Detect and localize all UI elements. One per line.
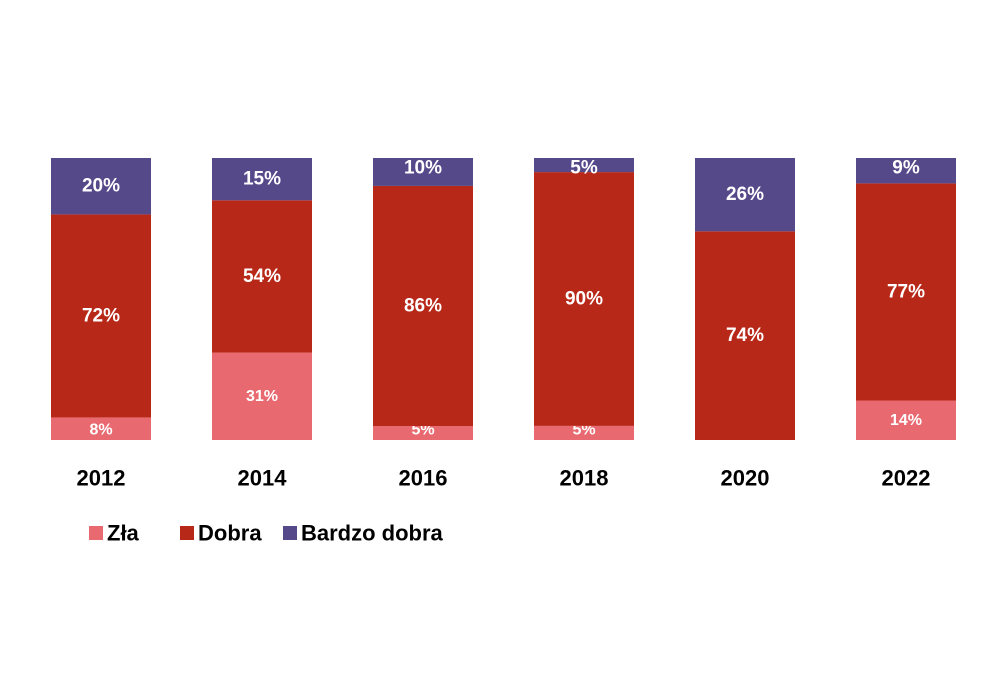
x-tick-label-2018: 2018 [560,466,609,491]
data-label-2016-s2: 10% [404,158,442,179]
data-label-2020-s2: 26% [726,184,764,205]
data-label-2018-s2: 5% [570,158,598,179]
data-label-2014-s0: 31% [246,388,278,405]
bar-segment-2016-s1 [373,185,473,427]
bar-segment-2012-s2 [51,158,151,215]
legend: Zła Dobra Bardzo dobra [89,521,444,546]
bar-segment-2016-s0 [373,426,473,440]
x-axis-tick-labels: 2012 2014 2016 2018 2020 2022 [77,466,931,491]
bar-segment-2014-s0 [212,352,312,440]
legend-label-s1: Dobra [198,521,262,546]
x-tick-label-2022: 2022 [882,466,931,491]
bar-segment-2022-s1 [856,183,956,401]
data-label-2012-s0: 8% [89,422,112,439]
bar-segment-2022-s0 [856,400,956,440]
bar-segment-2020-s2 [695,158,795,232]
x-tick-label-2016: 2016 [399,466,448,491]
legend-swatch-s0 [89,526,103,540]
data-label-2014-s1: 54% [243,266,281,287]
legend-swatch-s2 [283,526,297,540]
x-tick-label-2014: 2014 [238,466,288,491]
data-label-2018-s1: 90% [565,289,603,310]
data-label-2012-s1: 72% [82,305,120,326]
bar-segment-2020-s1 [695,231,795,440]
data-label-2022-s2: 9% [892,158,920,179]
legend-swatch-s1 [180,526,194,540]
x-tick-label-2012: 2012 [77,466,126,491]
data-label-2022-s0: 14% [890,412,922,429]
bar-segment-2016-s2 [373,158,473,186]
bar-segment-2018-s2 [534,158,634,173]
bar-segment-2022-s2 [856,158,956,184]
bar-segment-2012-s0 [51,417,151,440]
data-label-2014-s2: 15% [243,169,281,190]
bar-segment-2012-s1 [51,214,151,418]
data-label-2020-s1: 74% [726,325,764,346]
legend-label-s0: Zła [107,521,140,546]
x-tick-label-2020: 2020 [721,466,770,491]
bar-segment-2018-s1 [534,172,634,426]
data-label-2016-s1: 86% [404,295,442,316]
bar-segment-2014-s2 [212,158,312,201]
data-label-2022-s1: 77% [887,281,925,302]
bar-segment-2018-s0 [534,425,634,440]
bars-group: 8%72%20%31%54%15%5%86%10%5%90%5%0%74%26%… [51,158,956,440]
legend-label-s2: Bardzo dobra [301,521,444,546]
data-label-2012-s2: 20% [82,176,120,197]
bar-segment-2014-s1 [212,200,312,353]
